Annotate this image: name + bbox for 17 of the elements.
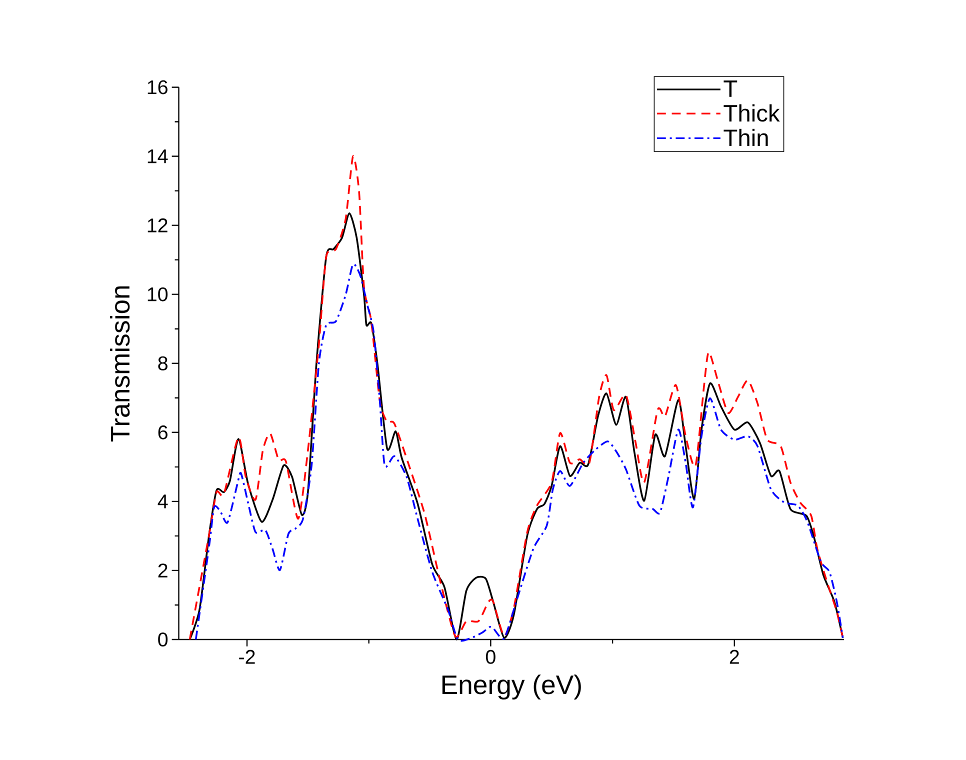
y-tick-label: 12 — [148, 218, 168, 232]
y-tick-label: 2 — [158, 563, 168, 578]
x-tick-label: -2 — [239, 650, 255, 664]
x-axis-title: Energy (eV) — [442, 674, 581, 700]
y-tick-label: 4 — [158, 494, 168, 508]
x-tick-label: 0 — [486, 650, 496, 664]
y-axis-title: Transmission — [110, 286, 130, 442]
y-tick-label: 14 — [148, 149, 168, 163]
y-tick-label: 16 — [148, 80, 168, 94]
x-tick-label: 2 — [730, 650, 739, 664]
y-tick-label: 8 — [158, 356, 168, 370]
y-tick-label: 6 — [158, 425, 168, 440]
y-tick-label: 0 — [158, 632, 168, 646]
y-tick-label: 10 — [148, 287, 168, 302]
legend-label: Thin — [724, 128, 768, 146]
legend-label: Thick — [724, 104, 780, 122]
legend-label: T — [724, 80, 738, 97]
